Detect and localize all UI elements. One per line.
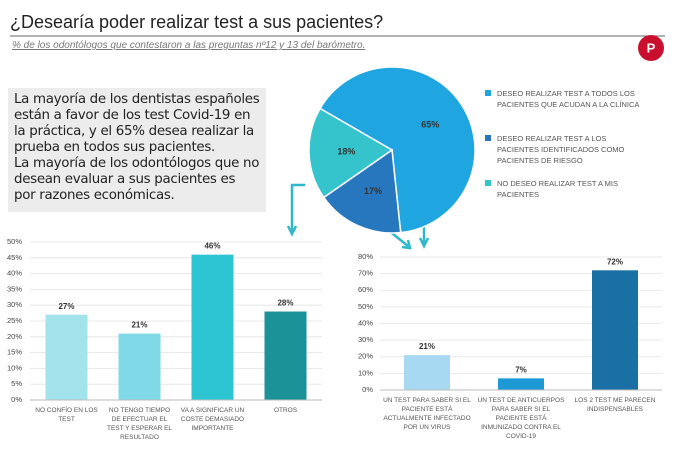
value-label: 7% <box>515 365 527 374</box>
legend-entry: DESEO REALIZAR TEST A TODOS LOS PACIENTE… <box>497 89 640 109</box>
slice-label: 65% <box>421 120 439 130</box>
y-tick-label: 30% <box>358 335 373 344</box>
legend-swatch <box>485 135 491 141</box>
bar <box>118 333 161 400</box>
bar <box>498 378 544 390</box>
bar <box>45 314 88 400</box>
subtitle: % de los odontólogos que contestaron a l… <box>12 40 366 51</box>
y-tick-label: 10% <box>7 363 22 372</box>
legend-swatch <box>485 180 491 186</box>
y-tick-label: 5% <box>11 379 22 388</box>
y-tick-label: 45% <box>7 253 22 262</box>
y-tick-label: 70% <box>358 269 373 278</box>
slice-label: 17% <box>364 186 382 196</box>
x-tick-label: UN TEST PARA SABER SI EL PACIENTE ESTÁ A… <box>383 397 471 431</box>
legend-swatch <box>485 90 491 96</box>
bar <box>592 270 638 390</box>
text-box: La mayoría de los dentistas españoles es… <box>8 88 266 212</box>
value-label: 21% <box>419 342 435 351</box>
y-tick-label: 80% <box>358 252 373 261</box>
y-tick-label: 15% <box>7 348 22 357</box>
legend-entry: NO DESEO REALIZAR TEST A MIS PACIENTES <box>497 179 619 199</box>
value-label: 28% <box>277 299 293 308</box>
bar <box>404 355 450 390</box>
bar <box>191 254 234 400</box>
paragraph: La mayoría de los dentistas españoles es… <box>14 92 260 155</box>
pie-slice <box>319 66 476 234</box>
value-label: 72% <box>607 257 623 266</box>
title: ¿Desearía poder realizar test a sus paci… <box>10 12 384 32</box>
value-label: 21% <box>131 321 147 330</box>
x-tick-label: VA A SIGNIFICAR UN COSTE DEMASIADO IMPOR… <box>180 407 245 432</box>
bar <box>264 311 307 400</box>
legend-entry: DESEO REALIZAR TEST A LOS PACIENTES IDEN… <box>497 134 625 165</box>
value-label: 46% <box>204 242 220 251</box>
x-tick-label: NO CONFÍO EN LOS TEST <box>35 407 98 423</box>
x-tick-label: NO TENGO TIEMPO DE EFECTUAR EL TEST Y ES… <box>106 407 173 441</box>
x-tick-label: OTROS <box>273 407 298 414</box>
y-tick-label: 50% <box>7 237 22 246</box>
y-tick-label: 0% <box>11 395 22 404</box>
slice-label: 18% <box>337 146 355 156</box>
y-tick-label: 20% <box>7 332 22 341</box>
pinterest-icon: P <box>647 40 656 55</box>
pinterest-button[interactable] <box>638 35 664 61</box>
y-tick-label: 10% <box>358 368 373 377</box>
y-tick-label: 60% <box>358 285 373 294</box>
y-tick-label: 0% <box>362 385 373 394</box>
paragraph: La mayoría de los odontólogos que no des… <box>14 156 260 203</box>
value-label: 27% <box>58 302 74 311</box>
x-tick-label: UN TEST DE ANTICUERPOS PARA SABER SI EL … <box>477 397 565 440</box>
y-tick-label: 35% <box>7 284 22 293</box>
y-tick-label: 30% <box>7 300 22 309</box>
y-tick-label: 25% <box>7 316 22 325</box>
y-tick-label: 40% <box>7 269 22 278</box>
y-tick-label: 50% <box>358 302 373 311</box>
y-tick-label: 40% <box>358 318 373 327</box>
y-tick-label: 20% <box>358 352 373 361</box>
pie-slice <box>322 148 402 234</box>
x-tick-label: LOS 2 TEST ME PARECEN INDISPENSABLES <box>574 397 656 413</box>
pie-slice <box>308 107 394 199</box>
